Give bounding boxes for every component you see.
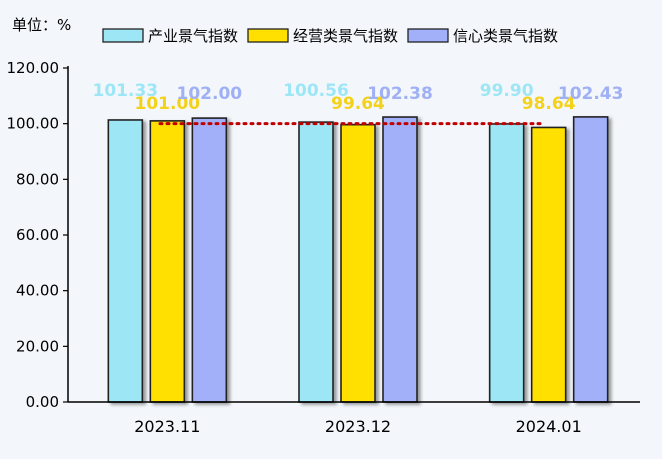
bar-3-2024.01 [572, 116, 609, 403]
bar-3-2023.11 [191, 117, 228, 403]
legend-label-3: 信心类景气指数 [453, 27, 558, 45]
x-tick-label: 2023.11 [134, 417, 200, 436]
data-label: 102.43 [558, 84, 624, 104]
bar-1-2023.11 [107, 119, 144, 403]
legend-swatch-1 [102, 28, 144, 43]
y-tick-label: 60.00 [16, 226, 59, 244]
y-tick-label: 80.00 [16, 170, 59, 188]
bar-1-2024.01 [488, 123, 525, 403]
x-tick-label: 2023.12 [325, 417, 391, 436]
x-axis: 2023.11 2023.12 2024.01 [68, 401, 640, 436]
y-tick-label: 100.00 [7, 115, 60, 133]
y-tick-label: 0.00 [26, 393, 59, 411]
legend: 产业景气指数 经营类景气指数 信心类景气指数 [102, 27, 558, 45]
y-tick-label: 40.00 [16, 282, 59, 300]
unit-label: 单位：% [12, 16, 71, 34]
data-label: 100.56 [283, 81, 349, 101]
y-axis: 0.00 20.00 40.00 60.00 80.00 100.00 120.00 [7, 59, 69, 411]
x-tick-label: 2024.01 [516, 417, 582, 436]
data-label: 99.90 [480, 81, 534, 101]
bar-2-2024.01 [530, 126, 567, 403]
data-label: 102.38 [367, 84, 433, 104]
bar-2-2023.11 [149, 120, 186, 403]
y-tick-label: 20.00 [16, 337, 59, 355]
data-label: 98.64 [522, 94, 576, 114]
data-label: 101.33 [93, 81, 159, 101]
legend-label-1: 产业景气指数 [148, 27, 238, 45]
bar-2-2023.12 [340, 123, 376, 403]
legend-swatch-2 [247, 28, 289, 43]
data-label: 102.00 [177, 84, 243, 104]
legend-swatch-3 [407, 28, 449, 43]
bar-1-2023.12 [298, 121, 334, 403]
data-label: 101.00 [135, 94, 201, 114]
bar-3-2023.12 [382, 116, 418, 403]
bars [107, 116, 609, 403]
data-label: 99.64 [331, 94, 385, 114]
y-tick-label: 120.00 [7, 59, 60, 77]
legend-label-2: 经营类景气指数 [293, 27, 398, 45]
